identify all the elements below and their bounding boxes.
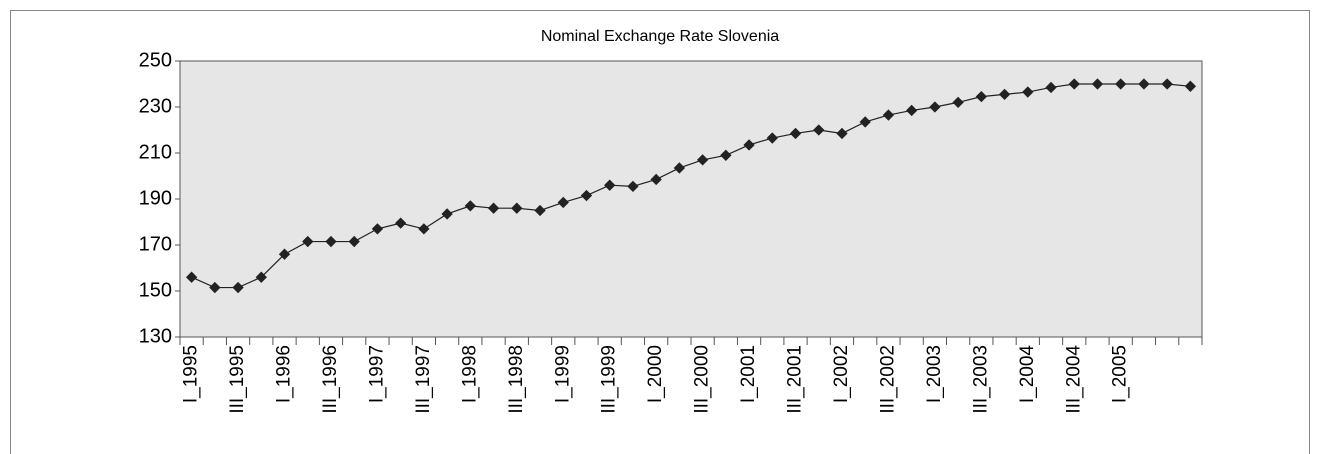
point-marker xyxy=(185,271,198,283)
x-tick-label: III_2002 xyxy=(877,345,898,414)
point-marker xyxy=(1068,78,1080,90)
point-marker xyxy=(302,235,314,248)
x-tick-label: I_2004 xyxy=(1017,345,1038,404)
x-tick-label: III_1998 xyxy=(506,345,527,414)
point-marker xyxy=(1161,78,1173,90)
y-tick-label: 170 xyxy=(139,233,172,255)
y-tick-label: 130 xyxy=(139,325,172,347)
point-marker xyxy=(348,235,360,248)
point-marker xyxy=(255,271,267,283)
x-tick-label: I_1995 xyxy=(181,345,202,403)
point-marker xyxy=(1115,78,1127,90)
point-marker xyxy=(580,189,593,202)
point-marker xyxy=(720,149,732,161)
x-tick-label: I_2000 xyxy=(645,345,666,403)
x-tick-label: III_1995 xyxy=(227,345,248,414)
point-marker xyxy=(743,139,755,151)
point-marker xyxy=(278,248,291,260)
x-tick-label: I_2005 xyxy=(1110,345,1131,403)
plot-area xyxy=(179,60,1203,338)
x-tick-label: III_2001 xyxy=(785,345,806,414)
y-tick-label: 210 xyxy=(139,141,172,163)
point-marker xyxy=(836,127,848,140)
point-marker xyxy=(1045,81,1057,94)
point-marker xyxy=(325,235,337,248)
point-marker xyxy=(557,196,569,209)
x-tick-label: I_2002 xyxy=(831,345,852,403)
y-tick-label: 150 xyxy=(139,279,172,301)
x-tick-label: III_1997 xyxy=(413,345,434,414)
point-marker xyxy=(627,180,639,193)
point-marker xyxy=(464,200,476,212)
point-marker xyxy=(1138,78,1150,90)
point-marker xyxy=(650,173,662,186)
point-marker xyxy=(232,281,244,294)
point-marker xyxy=(1091,78,1104,90)
point-marker xyxy=(487,202,500,214)
point-marker xyxy=(604,179,616,191)
x-tick-label: III_1999 xyxy=(599,345,620,414)
y-tick-label: 190 xyxy=(139,187,172,209)
x-tick-label: I_2001 xyxy=(738,345,759,403)
y-tick-label: 230 xyxy=(139,95,172,117)
point-marker xyxy=(1184,80,1197,92)
x-tick-label: I_1999 xyxy=(552,345,573,403)
point-marker xyxy=(371,223,384,235)
point-marker xyxy=(766,132,778,144)
x-tick-label: III_2003 xyxy=(970,345,991,414)
x-tick-label: III_2004 xyxy=(1063,345,1084,414)
point-marker xyxy=(511,202,523,214)
point-marker xyxy=(789,127,802,140)
x-tick-label: I_1998 xyxy=(459,345,480,403)
x-tick-label: I_1997 xyxy=(366,345,387,403)
x-tick-label: III_2000 xyxy=(692,345,713,414)
point-marker xyxy=(395,217,407,229)
point-marker xyxy=(696,154,709,166)
point-marker xyxy=(673,162,686,174)
point-marker xyxy=(209,281,221,294)
y-tick-label: 250 xyxy=(139,49,172,71)
x-tick-label: III_1996 xyxy=(320,345,341,414)
point-marker xyxy=(534,204,546,217)
x-tick-label: I_2003 xyxy=(924,345,945,403)
chart-title: Nominal Exchange Rate Slovenia xyxy=(541,28,779,45)
point-marker xyxy=(418,223,430,235)
x-tick-label: I_1996 xyxy=(274,345,295,403)
point-marker xyxy=(441,208,453,220)
